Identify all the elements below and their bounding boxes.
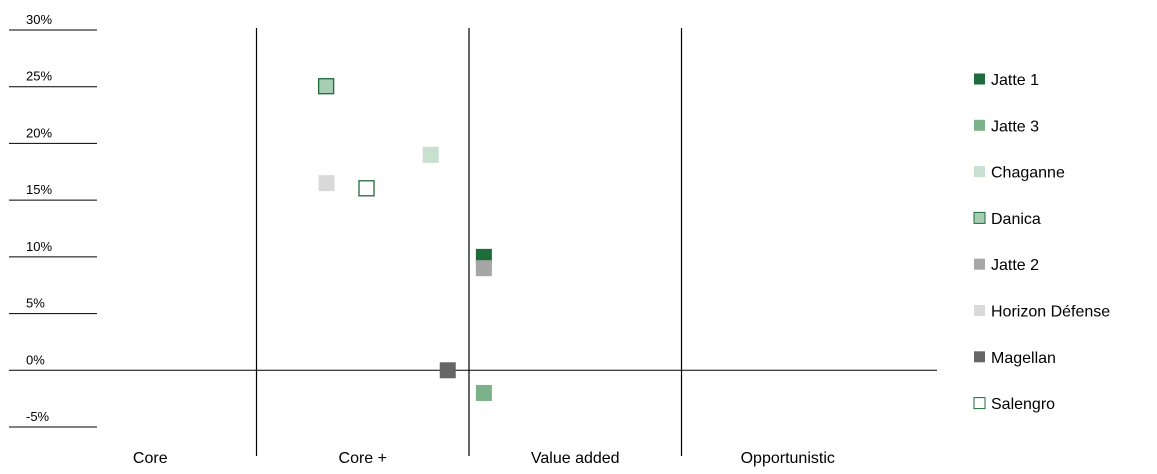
data-point bbox=[358, 180, 375, 197]
legend-swatch bbox=[974, 166, 985, 178]
legend-swatch bbox=[974, 73, 985, 85]
y-tick-label: 5% bbox=[26, 296, 45, 311]
legend-label: Jatte 3 bbox=[991, 118, 1039, 135]
y-tick-label: -5% bbox=[26, 409, 50, 424]
data-point bbox=[317, 78, 335, 95]
y-axis: 30% 25% 20% 15% 10% 5% 0% -5% bbox=[9, 12, 97, 428]
category-label: Value added bbox=[531, 450, 620, 467]
x-axis-categories: Core Core + Value added Opportunistic bbox=[133, 450, 835, 467]
y-tick-label: 0% bbox=[26, 352, 45, 367]
legend-swatch bbox=[974, 351, 985, 363]
legend-swatch bbox=[973, 211, 986, 224]
legend-swatch bbox=[974, 305, 985, 316]
legend-swatch bbox=[973, 397, 986, 410]
legend: Jatte 1 Jatte 3 Chaganne Danica Jatte 2 Horiz… bbox=[973, 72, 1110, 413]
y-tick-label: 15% bbox=[26, 182, 52, 197]
legend-label: Jatte 2 bbox=[991, 257, 1039, 274]
category-label: Core bbox=[133, 450, 168, 467]
legend-label: Magellan bbox=[991, 350, 1056, 367]
legend-label: Danica bbox=[991, 211, 1041, 228]
data-point bbox=[475, 384, 492, 401]
data-points bbox=[317, 78, 492, 401]
category-label: Core + bbox=[339, 450, 387, 467]
legend-label: Horizon Défense bbox=[991, 304, 1110, 321]
legend-label: Chaganne bbox=[991, 165, 1065, 182]
legend-label: Salengro bbox=[991, 396, 1055, 413]
data-point bbox=[439, 362, 456, 379]
y-tick-label: 10% bbox=[26, 239, 52, 254]
data-point bbox=[422, 146, 439, 163]
category-label: Opportunistic bbox=[741, 450, 835, 467]
legend-swatch bbox=[974, 258, 985, 270]
y-tick-label: 30% bbox=[26, 12, 52, 27]
y-tick-label: 25% bbox=[26, 69, 52, 84]
legend-swatch bbox=[974, 119, 985, 131]
legend-label: Jatte 1 bbox=[991, 72, 1039, 89]
category-dividers bbox=[9, 28, 937, 456]
data-point bbox=[475, 260, 492, 277]
y-tick-label: 20% bbox=[26, 125, 52, 140]
data-point bbox=[318, 175, 335, 192]
